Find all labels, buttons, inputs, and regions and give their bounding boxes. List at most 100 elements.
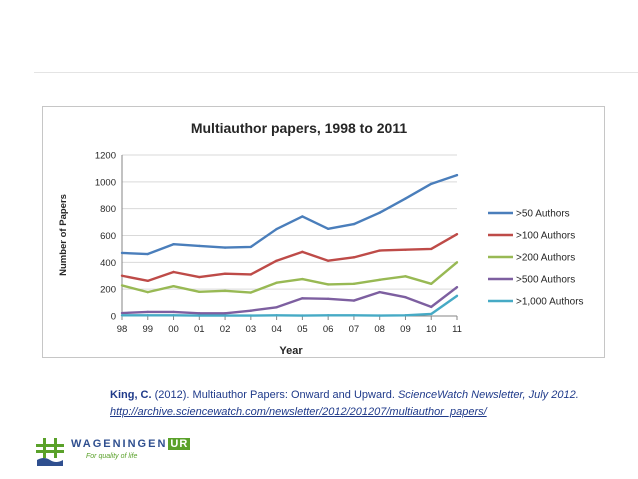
data-point-500-authors-02 — [223, 312, 227, 315]
data-point-500-authors-98 — [120, 311, 124, 315]
x-tick-label-07: 07 — [349, 324, 360, 335]
data-point-100-authors-02 — [223, 272, 227, 275]
data-point-100-authors-06 — [326, 259, 330, 262]
data-point-50-authors-01 — [198, 244, 201, 248]
data-point-50-authors-08 — [378, 211, 381, 214]
series-line-50-authors — [121, 173, 458, 256]
data-point-1-000-authors-10 — [430, 312, 433, 316]
data-point-100-authors-11 — [455, 232, 459, 236]
legend-label-50-authors: >50 Authors — [516, 209, 570, 220]
x-tick-label-06: 06 — [323, 324, 334, 335]
x-tick-label-01: 01 — [194, 324, 205, 335]
data-point-500-authors-04 — [275, 306, 278, 309]
data-point-1-000-authors-03 — [249, 314, 253, 317]
data-point-50-authors-06 — [326, 227, 330, 230]
data-point-500-authors-10 — [430, 305, 433, 309]
legend-label-1-000-authors: >1,000 Authors — [516, 297, 584, 308]
data-point-50-authors-02 — [223, 246, 227, 249]
logo-ur-badge: UR — [168, 438, 191, 450]
data-point-200-authors-10 — [430, 282, 433, 285]
data-point-1-000-authors-99 — [146, 314, 149, 317]
citation: King, C. (2012). Multiauthor Papers: Onw… — [110, 387, 630, 421]
data-point-200-authors-06 — [326, 283, 330, 286]
y-tick-label-200: 200 — [100, 285, 116, 296]
x-tick-label-02: 02 — [220, 324, 231, 335]
data-point-100-authors-10 — [430, 247, 433, 251]
data-point-200-authors-07 — [352, 282, 356, 285]
series-line-100-authors — [121, 233, 458, 283]
data-point-200-authors-09 — [404, 275, 407, 278]
data-point-1-000-authors-05 — [301, 314, 304, 317]
citation-journal: ScienceWatch Newsletter, July 2012. — [397, 389, 579, 401]
data-point-200-authors-11 — [455, 261, 459, 264]
data-point-500-authors-99 — [146, 310, 149, 314]
x-tick-label-04: 04 — [271, 324, 282, 335]
data-point-100-authors-05 — [301, 250, 304, 254]
data-point-500-authors-09 — [404, 296, 407, 299]
data-point-1-000-authors-01 — [198, 314, 201, 317]
data-point-200-authors-99 — [146, 290, 149, 294]
citation-author: King, C. — [110, 389, 152, 401]
data-point-50-authors-11 — [455, 173, 459, 177]
data-point-500-authors-00 — [172, 310, 175, 314]
data-point-500-authors-06 — [326, 297, 330, 301]
x-tick-label-11: 11 — [452, 324, 462, 335]
data-point-200-authors-04 — [275, 281, 278, 284]
y-tick-label-800: 800 — [100, 204, 116, 215]
data-point-100-authors-09 — [404, 248, 407, 251]
logo-emblem-icon — [36, 438, 64, 466]
citation-text: (2012). Multiauthor Papers: Onward and U… — [151, 389, 398, 401]
data-point-50-authors-00 — [172, 243, 175, 246]
x-tick-label-00: 00 — [168, 324, 179, 335]
data-point-500-authors-11 — [455, 285, 459, 289]
y-tick-label-0: 0 — [111, 312, 116, 323]
x-axis-label: Year — [279, 345, 303, 357]
chart-title: Multiauthor papers, 1998 to 2011 — [191, 120, 408, 136]
data-point-100-authors-03 — [249, 273, 253, 276]
citation-url-link[interactable]: http://archive.sciencewatch.com/newslett… — [110, 406, 487, 418]
series-line-1-000-authors — [122, 294, 458, 317]
legend-label-100-authors: >100 Authors — [516, 231, 575, 242]
data-point-1-000-authors-04 — [275, 314, 278, 317]
legend: >50 Authors >100 Authors >200 Authors >500 … — [488, 209, 584, 308]
data-point-100-authors-04 — [275, 259, 278, 262]
data-point-1-000-authors-02 — [223, 314, 227, 317]
y-tick-label-1000: 1000 — [95, 177, 116, 188]
data-point-500-authors-01 — [198, 312, 201, 315]
y-tick-label-600: 600 — [100, 231, 116, 242]
data-point-1-000-authors-98 — [120, 314, 124, 317]
data-point-200-authors-02 — [223, 289, 227, 292]
data-point-200-authors-05 — [301, 277, 304, 281]
data-point-200-authors-01 — [198, 290, 201, 294]
data-point-1-000-authors-11 — [455, 294, 459, 298]
data-point-500-authors-07 — [352, 299, 356, 302]
data-point-50-authors-09 — [404, 197, 407, 200]
data-point-500-authors-05 — [301, 297, 304, 300]
data-point-200-authors-00 — [172, 285, 175, 288]
data-point-50-authors-04 — [275, 227, 278, 231]
data-point-500-authors-03 — [249, 309, 253, 312]
data-point-1-000-authors-09 — [404, 314, 407, 317]
data-point-100-authors-08 — [378, 249, 381, 252]
y-tick-label-400: 400 — [100, 258, 116, 269]
data-point-200-authors-03 — [249, 291, 253, 294]
data-point-500-authors-08 — [378, 290, 381, 294]
data-point-100-authors-99 — [146, 279, 149, 283]
x-tick-label-99: 99 — [142, 324, 153, 335]
data-point-50-authors-07 — [352, 222, 356, 226]
data-point-100-authors-98 — [120, 274, 124, 277]
x-tick-label-09: 09 — [400, 324, 411, 335]
data-point-100-authors-07 — [352, 256, 356, 259]
data-point-50-authors-10 — [430, 182, 433, 186]
y-tick-label-1200: 1200 — [95, 151, 116, 162]
series-line-500-authors — [121, 286, 458, 315]
data-point-50-authors-98 — [120, 251, 124, 255]
series-line-200-authors — [121, 261, 458, 294]
logo-tagline: For quality of life — [86, 453, 138, 460]
data-point-100-authors-00 — [172, 270, 175, 274]
data-point-200-authors-98 — [120, 284, 124, 287]
header-divider — [34, 72, 638, 73]
data-point-200-authors-08 — [378, 278, 381, 281]
logo-wordmark: WAGENINGEN UR — [71, 438, 191, 450]
data-point-50-authors-99 — [146, 252, 149, 256]
